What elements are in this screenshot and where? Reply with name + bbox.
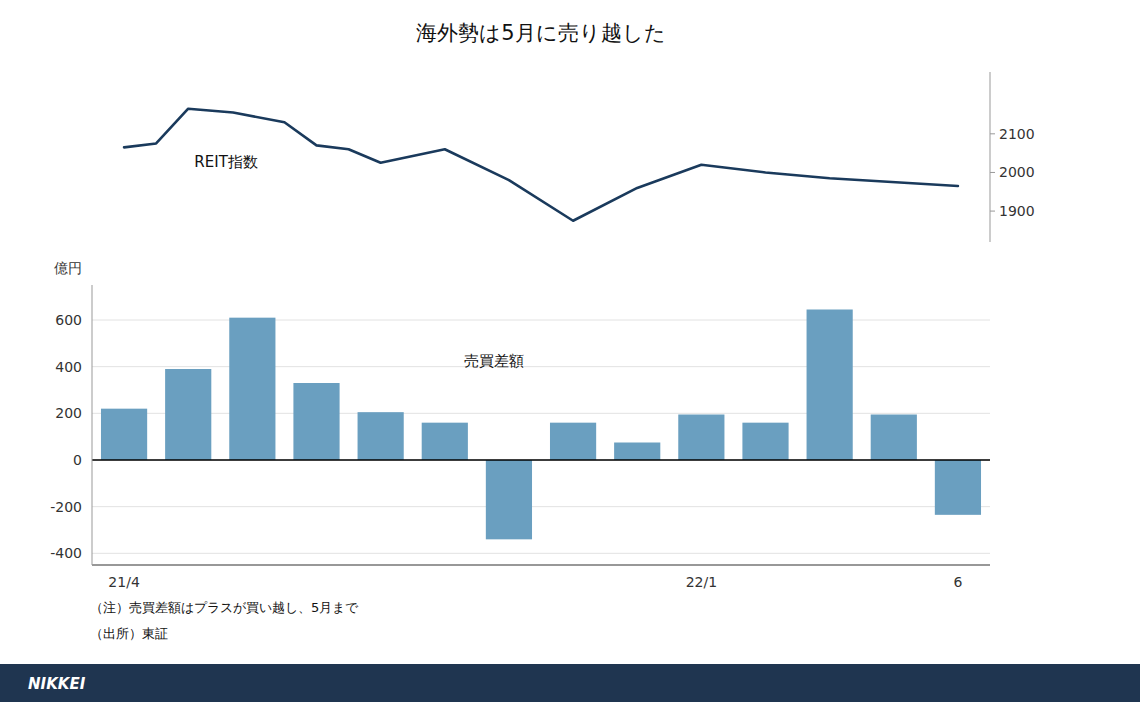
plot-area	[101, 310, 981, 540]
y-tick-label: 400	[55, 359, 82, 375]
footer-label: NIKKEI	[28, 675, 86, 693]
bar	[550, 423, 596, 460]
bar	[742, 423, 788, 460]
y-tick-label: -200	[50, 499, 82, 515]
grid-line	[92, 366, 990, 367]
y-tick-label: 1900	[999, 203, 1035, 219]
plot-area	[124, 109, 958, 221]
bar	[614, 443, 660, 461]
bar	[358, 412, 404, 460]
grid-line	[92, 506, 990, 507]
y-tick-label: 2000	[999, 164, 1035, 180]
x-axis-line	[92, 564, 990, 565]
grid-line	[92, 460, 990, 461]
y-tick	[990, 172, 995, 173]
bar	[871, 415, 917, 461]
y-axis-label: 億円	[54, 260, 82, 276]
x-tick-label: 21/4	[108, 574, 140, 590]
note: （注）売買差額はプラスが買い越し、5月まで	[90, 600, 359, 615]
x-tick-label: 6	[953, 574, 962, 590]
bar	[293, 383, 339, 460]
bar	[678, 415, 724, 461]
x-tick-label: 22/1	[686, 574, 717, 590]
title: 海外勢は5月に売り越した	[416, 21, 665, 45]
bar	[229, 318, 275, 460]
y-tick-label: 2100	[999, 126, 1035, 142]
y-tick	[990, 133, 995, 134]
bar	[486, 460, 532, 539]
footer-band	[0, 664, 1140, 702]
bar	[935, 460, 981, 515]
grid-line	[92, 553, 990, 554]
annotation: 売買差額	[464, 352, 524, 370]
y-tick-label: 600	[55, 312, 82, 328]
y-axis-line	[92, 285, 93, 565]
annotation: REIT指数	[194, 153, 258, 171]
grid-line	[92, 413, 990, 414]
y-tick-label: 200	[55, 405, 82, 421]
bar	[807, 310, 853, 461]
y-axis-line	[990, 72, 991, 242]
chart-root: 海外勢は5月に売り越した 1900 2000 2100 REIT指数 -400 -200 0 2…	[0, 0, 1140, 702]
y-tick	[990, 211, 995, 212]
background	[0, 0, 1140, 702]
line	[124, 109, 958, 221]
zero-line	[92, 459, 990, 460]
y-tick-label: 0	[73, 452, 82, 468]
note: （出所）東証	[90, 626, 168, 641]
y-tick-label: -400	[50, 545, 82, 561]
grid-line	[92, 320, 990, 321]
bar	[422, 423, 468, 460]
bar	[165, 369, 211, 460]
bar	[101, 409, 147, 460]
